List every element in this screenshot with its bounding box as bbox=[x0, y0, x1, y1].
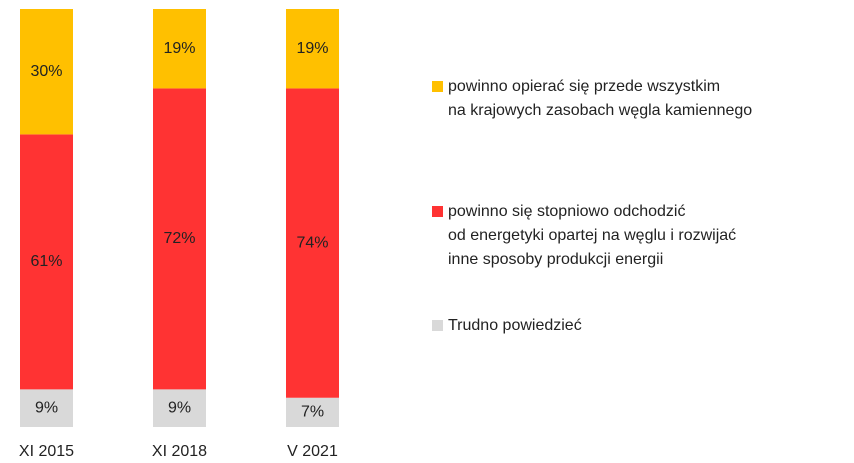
legend-swatch bbox=[432, 206, 443, 217]
bar-segment bbox=[286, 9, 339, 89]
bar-segment bbox=[153, 389, 206, 427]
data-label: 7% bbox=[301, 404, 324, 421]
x-tick-label: XI 2015 bbox=[19, 443, 74, 460]
x-tick-label: V 2021 bbox=[287, 443, 338, 460]
legend-label: Trudno powiedzieć bbox=[448, 317, 582, 334]
data-label: 9% bbox=[168, 399, 191, 416]
legend-label: powinno się stopniowo odchodzić od energ… bbox=[448, 203, 737, 268]
legend-item: Trudno powiedzieć bbox=[432, 314, 582, 338]
bar-segment bbox=[286, 88, 339, 398]
legend-swatch bbox=[432, 320, 443, 331]
x-tick-label: XI 2018 bbox=[152, 443, 207, 460]
bar-segment bbox=[153, 88, 206, 390]
data-label: 61% bbox=[30, 253, 62, 270]
legend-label: powinno opierać się przede wszystkim na … bbox=[448, 78, 753, 119]
bar-segment bbox=[20, 389, 73, 427]
data-label: 30% bbox=[30, 63, 62, 80]
bar-segment bbox=[286, 397, 339, 427]
data-label: 19% bbox=[296, 40, 328, 57]
bar-segment bbox=[20, 9, 73, 135]
data-label: 74% bbox=[296, 234, 328, 251]
data-label: 72% bbox=[163, 230, 195, 247]
data-label: 19% bbox=[163, 40, 195, 57]
data-label: 9% bbox=[35, 399, 58, 416]
legend-swatch bbox=[432, 81, 443, 92]
legend-item: powinno opierać się przede wszystkim na … bbox=[432, 75, 752, 123]
bar-segment bbox=[153, 9, 206, 89]
legend-item: powinno się stopniowo odchodzić od energ… bbox=[432, 200, 736, 272]
bar-segment bbox=[20, 134, 73, 390]
